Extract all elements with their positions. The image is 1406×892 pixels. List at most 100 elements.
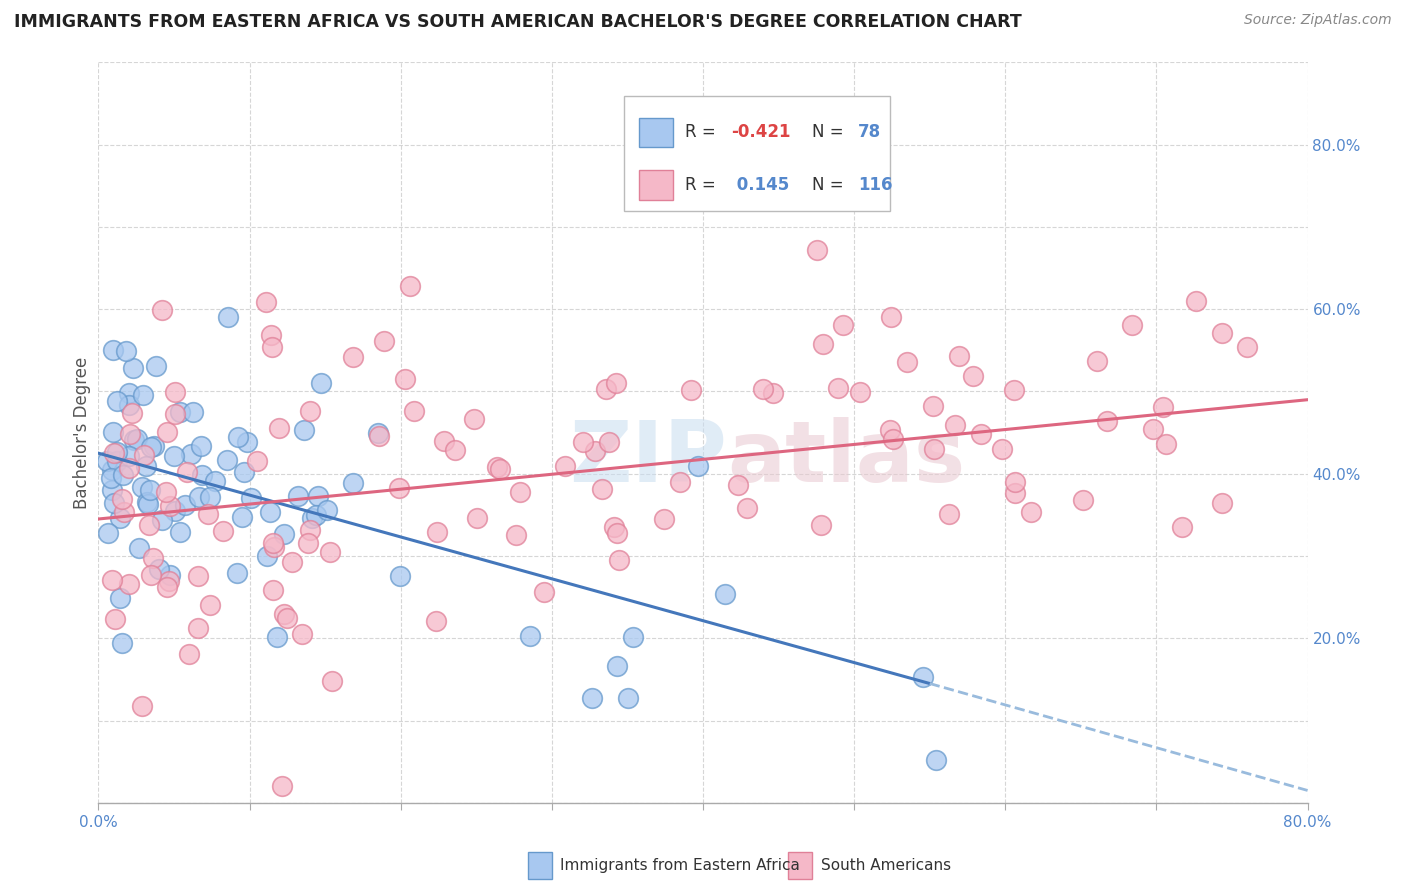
Point <box>443 443 465 458</box>
Point <box>621 630 644 644</box>
Point <box>263 541 285 555</box>
Point <box>131 699 153 714</box>
Point <box>1211 326 1233 341</box>
Point <box>159 499 181 513</box>
Point <box>962 369 984 384</box>
Point <box>681 383 703 397</box>
Point <box>217 310 239 324</box>
Point <box>554 459 576 474</box>
Point <box>118 427 141 442</box>
Bar <box>638 170 673 200</box>
Point <box>231 509 253 524</box>
Point <box>425 615 447 629</box>
Point <box>948 349 970 363</box>
Point <box>465 511 488 525</box>
Point <box>273 607 295 622</box>
Point <box>735 500 758 515</box>
Point <box>1019 505 1042 519</box>
Point <box>122 433 145 447</box>
Point <box>204 475 226 489</box>
Point <box>121 360 143 375</box>
Point <box>232 466 254 480</box>
Point <box>180 447 202 461</box>
Point <box>426 525 449 540</box>
Point <box>131 388 153 402</box>
Point <box>882 432 904 446</box>
Point <box>399 279 422 293</box>
Point <box>294 423 316 437</box>
Point <box>319 545 342 559</box>
Point <box>174 498 197 512</box>
Point <box>813 336 835 351</box>
Point <box>262 340 284 354</box>
Point <box>1185 294 1208 309</box>
Point <box>117 386 139 401</box>
Point <box>505 527 527 541</box>
Text: South Americans: South Americans <box>821 858 952 873</box>
Point <box>943 418 966 433</box>
Point <box>181 404 204 418</box>
Point <box>104 612 127 626</box>
Point <box>1211 496 1233 510</box>
Point <box>156 425 179 439</box>
Point <box>509 484 531 499</box>
Point <box>190 439 212 453</box>
Point <box>187 621 209 635</box>
Point <box>136 497 159 511</box>
Point <box>606 659 628 673</box>
Point <box>394 372 416 386</box>
Point <box>389 569 412 583</box>
Text: ZIP: ZIP <box>569 417 727 500</box>
Point <box>373 334 395 348</box>
Point <box>652 512 675 526</box>
Point <box>297 536 319 550</box>
Point <box>276 611 298 625</box>
Text: N =: N = <box>811 123 849 142</box>
Point <box>150 513 173 527</box>
Point <box>938 507 960 521</box>
Point <box>107 454 129 468</box>
Point <box>1097 414 1119 428</box>
Point <box>266 630 288 644</box>
Point <box>583 444 606 458</box>
Point <box>1171 520 1194 534</box>
Text: Immigrants from Eastern Africa: Immigrants from Eastern Africa <box>561 858 800 873</box>
Point <box>96 453 118 467</box>
Point <box>714 587 737 601</box>
Point <box>602 520 624 534</box>
Point <box>1142 422 1164 436</box>
Point <box>1085 354 1108 368</box>
Point <box>101 483 124 498</box>
Point <box>197 507 219 521</box>
Point <box>259 505 281 519</box>
Point <box>111 636 134 650</box>
Point <box>187 491 209 505</box>
Point <box>762 385 785 400</box>
Point <box>179 647 201 661</box>
Text: Source: ZipAtlas.com: Source: ZipAtlas.com <box>1244 13 1392 28</box>
Point <box>118 461 141 475</box>
Text: -0.421: -0.421 <box>731 123 790 142</box>
Point <box>591 482 613 496</box>
Point <box>176 465 198 479</box>
Point <box>806 243 828 257</box>
Point <box>246 454 269 468</box>
Point <box>291 627 314 641</box>
Point <box>198 491 221 505</box>
Point <box>215 453 238 467</box>
Point <box>270 780 292 794</box>
Point <box>273 527 295 541</box>
Point <box>970 426 993 441</box>
Point <box>321 673 343 688</box>
Point <box>262 536 284 550</box>
Point <box>105 393 128 408</box>
FancyBboxPatch shape <box>624 95 890 211</box>
Point <box>307 489 329 503</box>
Point <box>595 382 617 396</box>
Point <box>118 449 141 463</box>
Text: 116: 116 <box>858 177 893 194</box>
Text: 0.145: 0.145 <box>731 177 789 194</box>
Point <box>198 598 221 612</box>
Point <box>143 439 166 453</box>
Point <box>849 385 872 400</box>
